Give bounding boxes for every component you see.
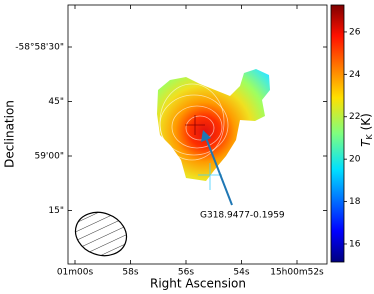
map: G318.9477-0.1959 — [74, 69, 285, 257]
colorbar-symbol: T — [359, 138, 373, 147]
x-tick-label: 01m00s — [57, 268, 94, 278]
source-cross — [185, 115, 205, 135]
colorbar-tick-label: 18 — [349, 197, 361, 207]
cross — [198, 163, 222, 190]
colorbar-tick-label: 24 — [349, 70, 361, 80]
y-tick-label: 45" — [48, 97, 64, 107]
colorbar-unit: (K) — [359, 113, 373, 134]
y-tick-label: 15" — [48, 206, 64, 216]
x-tick-label: 58s — [122, 268, 138, 278]
y-tick-label: -58°58'30" — [15, 43, 64, 53]
x-axis-label: Right Ascension — [150, 277, 246, 291]
colorbar-tick-label: 26 — [349, 27, 361, 37]
y-tick-label: 59'00" — [34, 152, 64, 162]
colorbar-tick-label: 22 — [349, 112, 360, 122]
colorbar-tick-label: 20 — [349, 155, 361, 165]
colorbar-tick-label: 16 — [349, 239, 361, 249]
colorbar-label: TK (K) — [359, 113, 374, 147]
arrow — [205, 137, 233, 206]
contours — [159, 83, 229, 161]
x-tick-label: 15h00m52s — [270, 268, 324, 278]
annotation: G318.9477-0.1959 — [200, 211, 285, 221]
colorbar — [330, 4, 345, 263]
arrow-head — [201, 130, 211, 142]
beam — [74, 211, 128, 257]
x-tick-label: 54s — [233, 268, 249, 278]
plot-frame — [67, 4, 328, 265]
y-axis-label: Declination — [3, 100, 17, 168]
colorbar-subscript: K — [365, 133, 374, 139]
x-tick-label: 56s — [178, 268, 194, 278]
